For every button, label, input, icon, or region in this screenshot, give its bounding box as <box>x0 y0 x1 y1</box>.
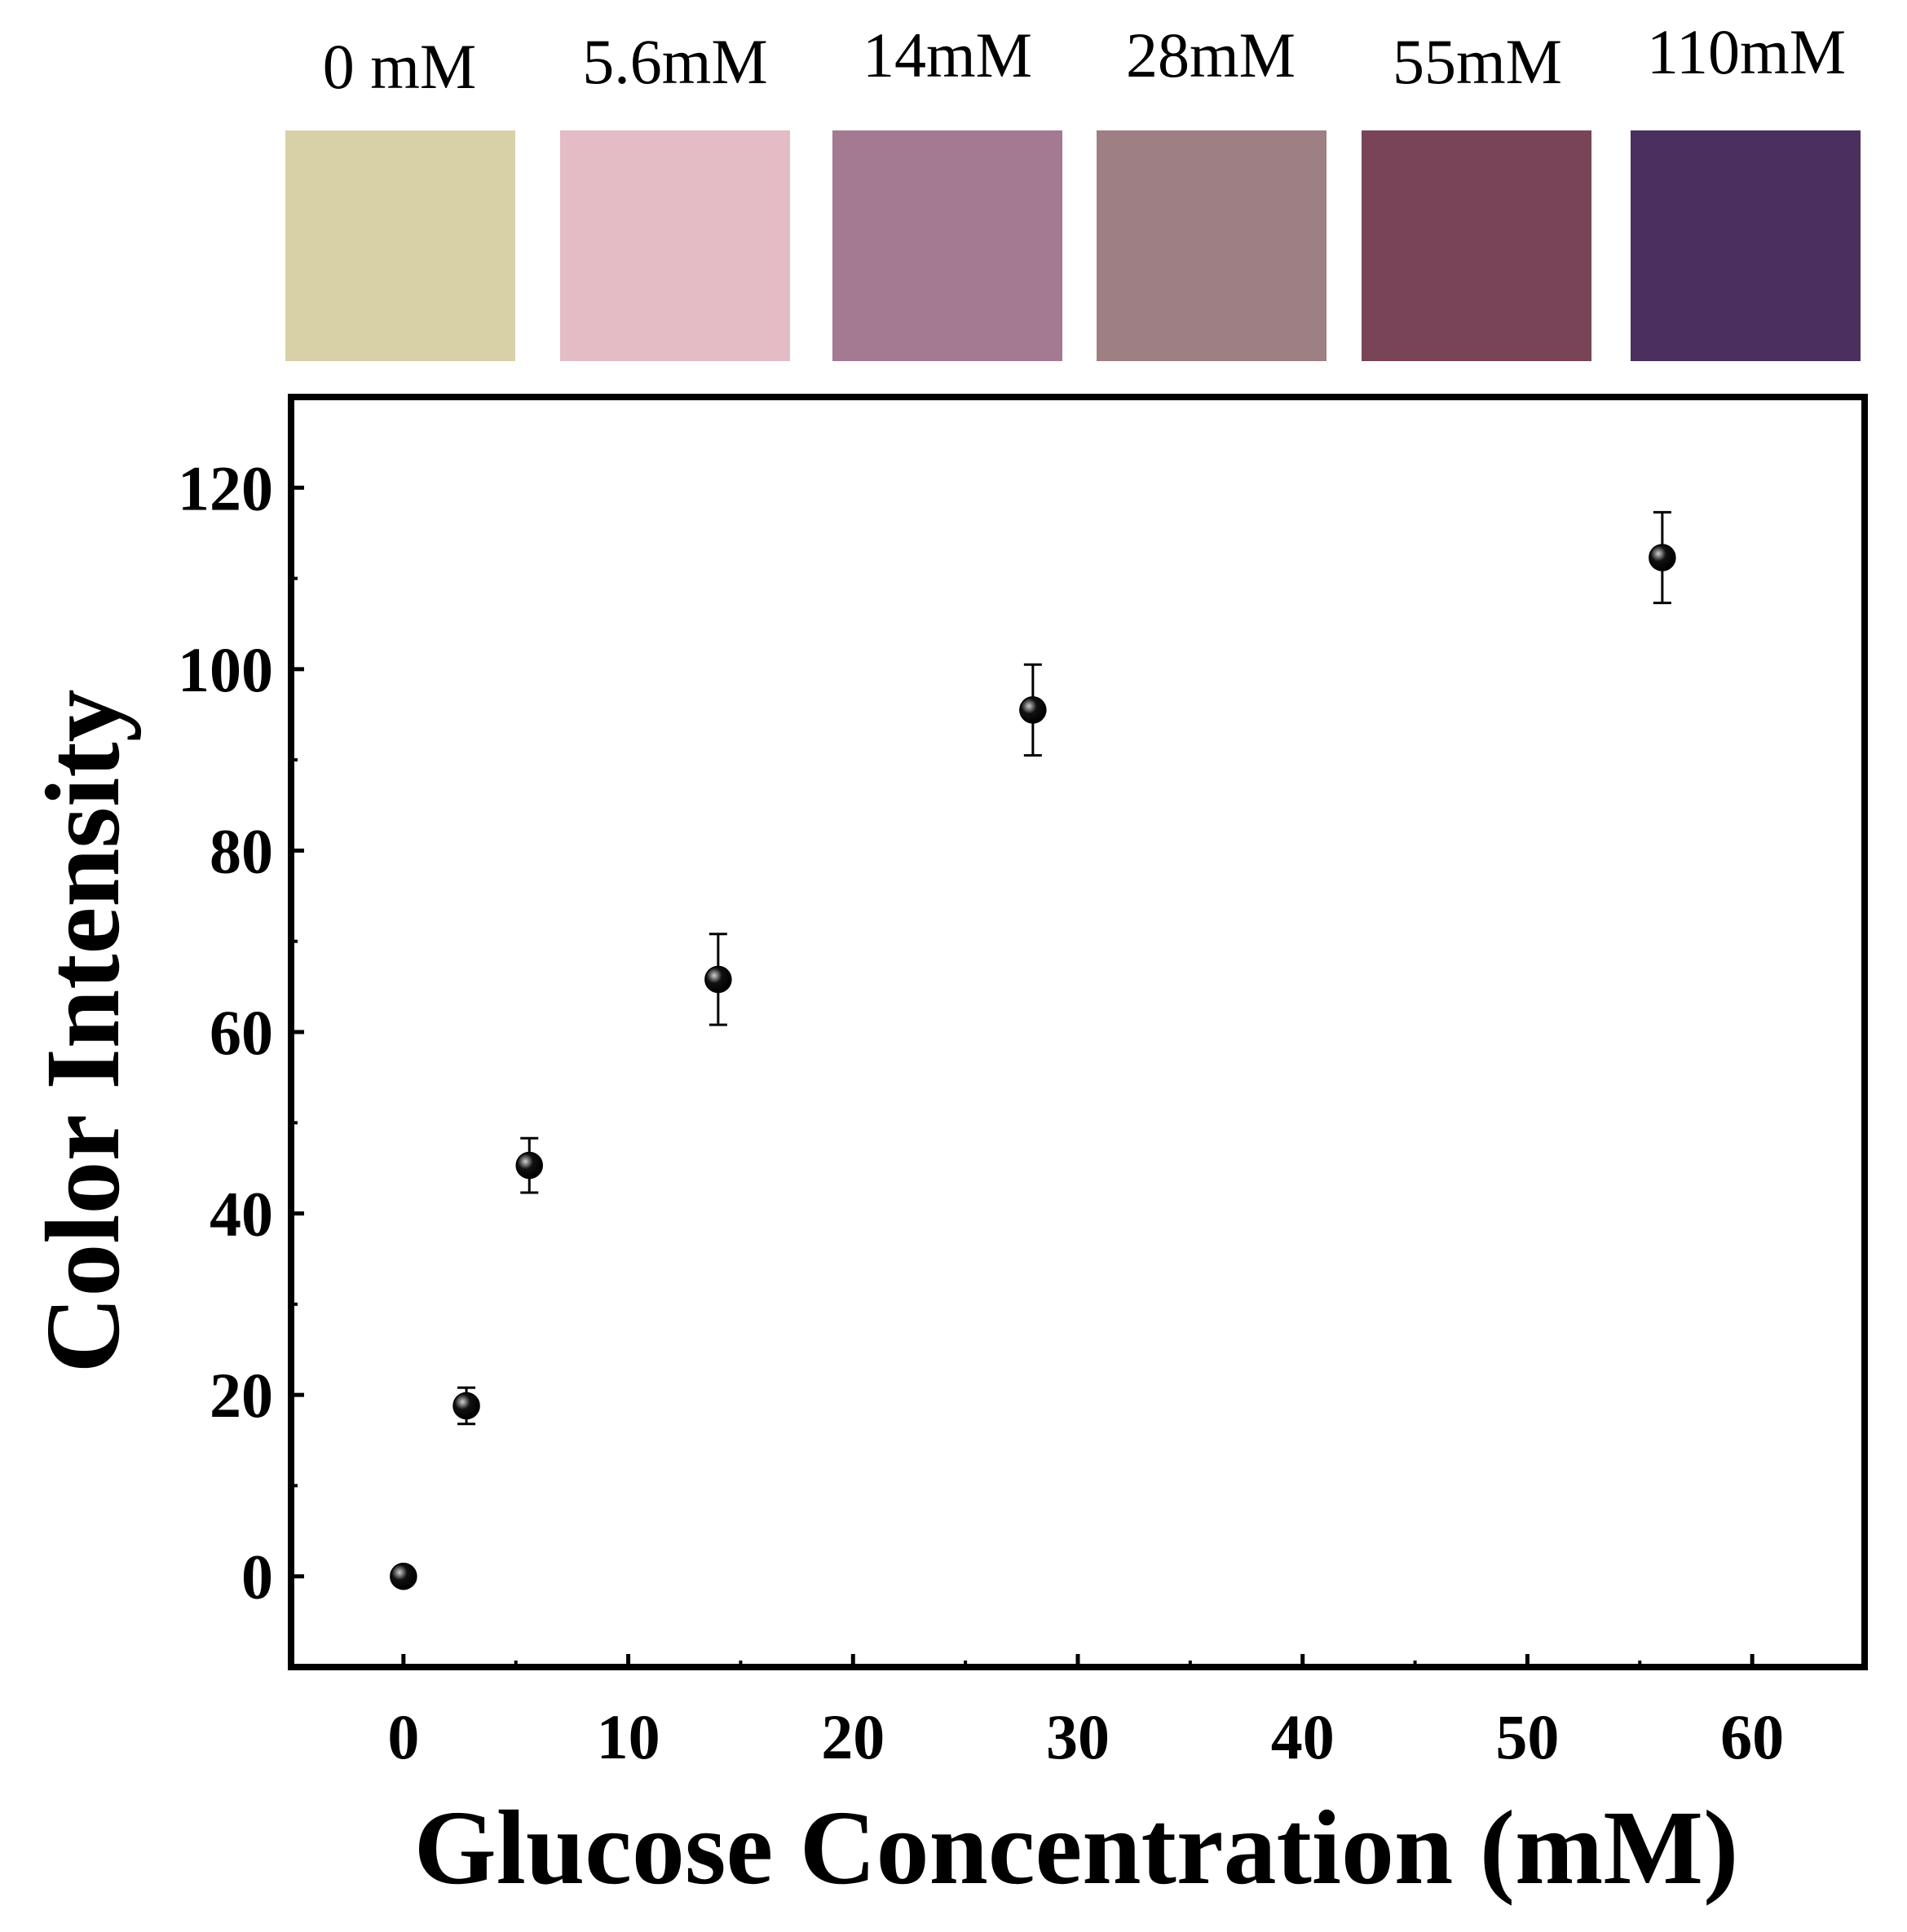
y-tick-label: 0 <box>241 1542 273 1612</box>
data-point <box>1019 696 1047 724</box>
x-tick-label: 20 <box>821 1701 885 1772</box>
data-point <box>452 1392 480 1420</box>
swatch-group-3: 28mM <box>1097 20 1327 361</box>
swatch-2 <box>832 130 1062 361</box>
axes-layer: 0 10 20 30 40 50 60 0 20 40 60 80 100 120 <box>178 395 1784 1772</box>
y-tick-label: 20 <box>210 1360 273 1431</box>
y-tick-label: 100 <box>178 634 273 705</box>
x-tick-label: 30 <box>1046 1701 1110 1772</box>
swatch-label-3: 28mM <box>1126 20 1296 90</box>
data-point <box>704 965 732 994</box>
data-point <box>390 1562 417 1590</box>
swatch-3 <box>1097 130 1327 361</box>
x-tick-label: 10 <box>597 1701 660 1772</box>
x-tick-label: 60 <box>1720 1701 1784 1772</box>
y-axis-title: Color Intensity <box>24 689 142 1373</box>
swatch-group-1: 5.6mM <box>560 26 790 361</box>
swatch-strip: 0 mM 5.6mM 14mM 28mM 55mM 110mM <box>285 16 1861 361</box>
y-tick-label: 60 <box>210 997 273 1068</box>
plot-frame <box>288 394 1868 1670</box>
swatch-label-4: 55mM <box>1393 26 1562 97</box>
swatch-label-1: 5.6mM <box>582 26 768 97</box>
swatch-0 <box>285 130 515 361</box>
data-point <box>515 1151 544 1180</box>
x-axis-title: Glucose Concentration (mM) <box>414 1789 1739 1907</box>
swatch-label-0: 0 mM <box>323 31 477 102</box>
swatch-label-2: 14mM <box>863 20 1032 90</box>
y-tick-label: 80 <box>210 815 273 886</box>
swatch-label-5: 110mM <box>1647 16 1846 87</box>
swatch-1 <box>560 130 790 361</box>
swatch-group-4: 55mM <box>1362 26 1591 361</box>
x-tick-label: 0 <box>387 1701 419 1772</box>
data-point <box>1649 544 1676 571</box>
y-tick-label: 40 <box>210 1179 273 1250</box>
swatch-group-5: 110mM <box>1631 16 1861 361</box>
swatch-5 <box>1631 130 1861 361</box>
y-tick-label: 120 <box>178 452 273 523</box>
x-tick-label: 50 <box>1495 1701 1559 1772</box>
data-layer <box>390 510 1676 1590</box>
swatch-4 <box>1362 130 1591 361</box>
x-tick-label: 40 <box>1271 1701 1335 1772</box>
swatch-group-0: 0 mM <box>285 31 515 361</box>
swatch-group-2: 14mM <box>832 20 1062 361</box>
